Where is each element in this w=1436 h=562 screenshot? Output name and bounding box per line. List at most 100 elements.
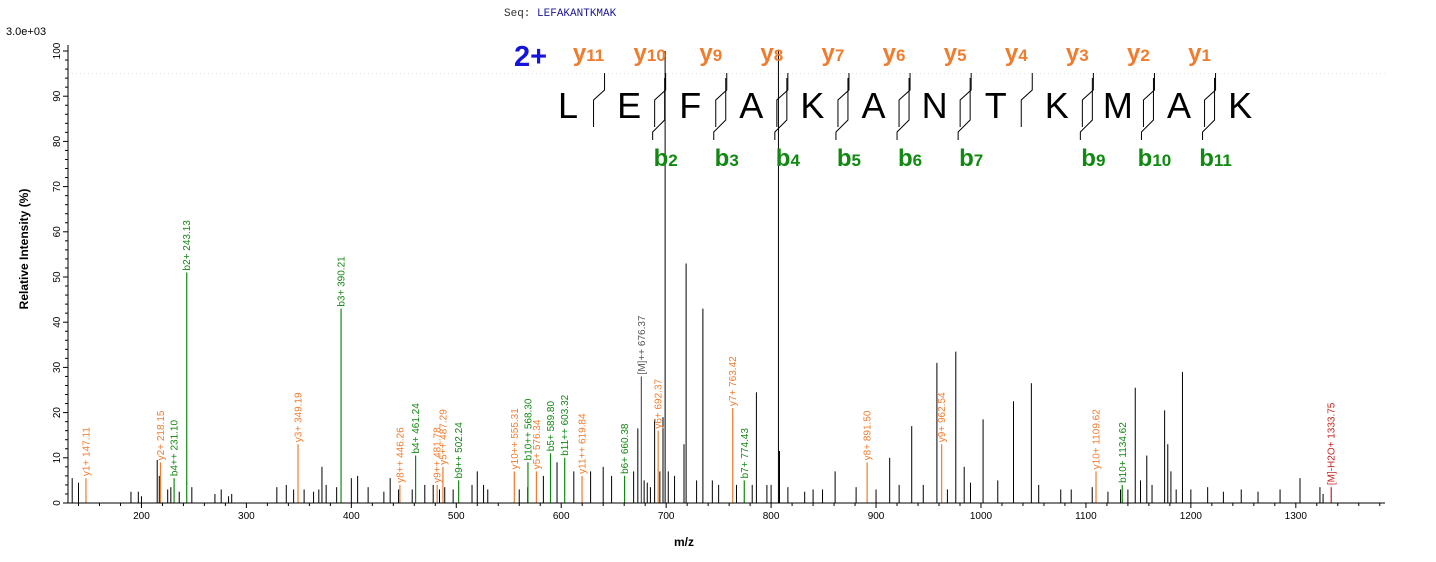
residue-letter: A: [1167, 85, 1191, 126]
ion-type: b: [654, 145, 669, 172]
ion-type: y: [634, 40, 648, 67]
peak-label: b3+ 390.21: [337, 256, 348, 307]
b-cleavage-mark: [835, 78, 849, 140]
ion-number: 11: [586, 46, 604, 65]
charge-state-label: 2+: [514, 41, 547, 73]
ion-type: b: [1199, 145, 1214, 172]
peak-label: y8+ 891.50: [863, 410, 874, 460]
y-ion-label: y4: [1005, 40, 1028, 67]
residue-letter: F: [679, 85, 701, 126]
ion-type: y: [1188, 40, 1202, 67]
ion-number: 9: [1096, 151, 1105, 170]
ion-number: 5: [957, 46, 966, 65]
peak-label: y6+ 692.37: [654, 378, 665, 428]
ion-type: y: [944, 40, 958, 67]
y-ion-label: y3: [1066, 40, 1089, 67]
ion-number: 10: [647, 46, 666, 65]
x-tick-label: 900: [868, 511, 885, 522]
y-cleavage-mark: [837, 73, 850, 127]
ion-type: y: [883, 40, 897, 67]
y-ion-label: y5: [944, 40, 967, 67]
b-cleavage-mark: [774, 78, 788, 140]
b-cleavage-mark: [652, 78, 666, 140]
x-tick-label: 1300: [1285, 511, 1308, 522]
ion-type: y: [760, 40, 774, 67]
ion-type: b: [837, 145, 852, 172]
peak-label: b6+ 660.38: [620, 423, 631, 474]
peak-label: y5+ 576.34: [532, 419, 543, 469]
ion-number: 2: [668, 151, 677, 170]
peak-label: y9++ 481.78: [433, 427, 444, 483]
intensity-scale-label: 3.0e+03: [6, 26, 46, 38]
residue-letter: A: [861, 85, 885, 126]
peak-label: y11++ 619.84: [578, 413, 589, 474]
peak-label: y9+ 962.54: [937, 392, 948, 442]
residue-letter: K: [1045, 85, 1069, 126]
ion-number: 7: [835, 46, 844, 65]
peak-label: y1+ 147.11: [81, 427, 92, 476]
y-tick-label: 0: [52, 500, 63, 506]
peak-label: b11++ 603.32: [560, 394, 571, 455]
peak-label: b4+ 461.24: [411, 403, 422, 454]
x-axis-title: m/z: [674, 535, 694, 549]
ion-type: y: [699, 40, 713, 67]
y-ion-label: y9: [699, 40, 722, 67]
ion-number: 10: [1152, 151, 1171, 170]
peak-label: y10++ 555.31: [510, 408, 521, 470]
y-tick-label: 100: [52, 42, 63, 59]
ion-number: 2: [1140, 46, 1149, 65]
y-tick-label: 40: [52, 316, 63, 328]
peak-label: y5++ 487.29: [438, 409, 449, 465]
b-ion-label: b7: [959, 145, 983, 172]
ion-number: 9: [713, 46, 722, 65]
residue-letter: K: [800, 85, 824, 126]
ion-type: b: [776, 145, 791, 172]
y-tick-label: 50: [52, 271, 63, 283]
b-ion-label: b10: [1138, 145, 1172, 172]
b-ion-label: b6: [898, 145, 922, 172]
y-cleavage-mark: [593, 73, 606, 127]
b-cleavage-mark: [713, 78, 727, 140]
ion-type: y: [822, 40, 836, 67]
ion-number: 1: [1201, 46, 1210, 65]
x-tick-label: 700: [658, 511, 675, 522]
x-tick-label: 200: [133, 511, 150, 522]
b-cleavage-mark: [1202, 78, 1216, 140]
ion-type: y: [1005, 40, 1019, 67]
y-tick-label: 30: [52, 361, 63, 373]
b-ion-label: b3: [715, 145, 739, 172]
ion-type: y: [1066, 40, 1080, 67]
b-ion-label: b2: [654, 145, 678, 172]
peak-label: b10++ 568.30: [523, 398, 534, 460]
sequence-title: Seq: LEFAKANTKMAK: [504, 8, 616, 20]
peak-label: y2+ 218.15: [156, 410, 167, 460]
y-ion-label: y1: [1188, 40, 1211, 67]
y-ion-label: y11: [573, 40, 604, 67]
y-tick-label: 70: [52, 181, 63, 193]
y-ion-label: y6: [883, 40, 906, 67]
peak-label: b4++ 231.10: [170, 420, 181, 477]
b-cleavage-mark: [1079, 78, 1093, 140]
y-cleavage-mark: [654, 73, 667, 127]
b-ion-label: b9: [1081, 145, 1105, 172]
y-ion-label: y8: [760, 40, 783, 67]
b-ion-label: b11: [1199, 145, 1232, 172]
residue-letter: A: [739, 85, 763, 126]
ion-number: 4: [1018, 46, 1028, 65]
b-cleavage-mark: [1140, 78, 1154, 140]
x-tick-label: 600: [553, 511, 570, 522]
ion-type: b: [1138, 145, 1153, 172]
y-axis-title: Relative Intensity (%): [17, 189, 31, 310]
y-tick-label: 90: [52, 90, 63, 102]
ion-number: 11: [1214, 151, 1232, 170]
b-cleavage-mark: [896, 78, 910, 140]
residue-letter: N: [922, 85, 948, 126]
peak-label: b5+ 589.80: [546, 401, 557, 452]
ion-number: 4: [790, 151, 800, 170]
ion-number: 5: [852, 151, 861, 170]
residue-letter: K: [1228, 85, 1252, 126]
x-tick-label: 1100: [1075, 511, 1097, 522]
y-tick-label: 20: [52, 407, 63, 419]
